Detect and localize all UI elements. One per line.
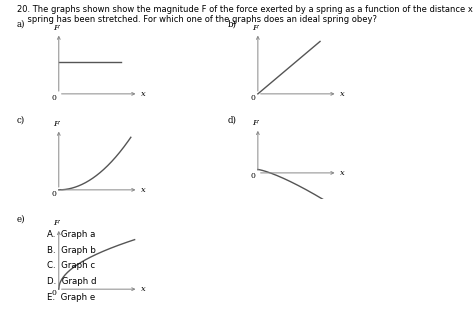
- Text: F: F: [53, 24, 59, 32]
- Text: e): e): [17, 215, 25, 224]
- Text: A.  Graph a: A. Graph a: [47, 230, 96, 239]
- Text: 0: 0: [51, 289, 56, 297]
- Text: x: x: [340, 169, 345, 177]
- Text: 20. The graphs shown show the magnitude F of the force exerted by a spring as a : 20. The graphs shown show the magnitude …: [17, 5, 474, 14]
- Text: d): d): [228, 116, 237, 124]
- Text: B.  Graph b: B. Graph b: [47, 246, 96, 255]
- Text: x: x: [340, 90, 345, 98]
- Text: F: F: [252, 24, 258, 32]
- Text: 0: 0: [51, 190, 56, 198]
- Text: F: F: [53, 219, 59, 227]
- Text: C.  Graph c: C. Graph c: [47, 261, 96, 270]
- Text: 0: 0: [250, 94, 255, 102]
- Text: b): b): [228, 20, 237, 28]
- Text: x: x: [141, 285, 146, 293]
- Text: D.  Graph d: D. Graph d: [47, 277, 97, 286]
- Text: 0: 0: [51, 94, 56, 102]
- Text: E.  Graph e: E. Graph e: [47, 293, 96, 302]
- Text: F: F: [252, 119, 258, 127]
- Text: c): c): [17, 116, 25, 124]
- Text: 0: 0: [250, 172, 255, 180]
- Text: x: x: [141, 90, 146, 98]
- Text: spring has been stretched. For which one of the graphs does an ideal spring obey: spring has been stretched. For which one…: [17, 15, 376, 24]
- Text: a): a): [17, 20, 25, 28]
- Text: F: F: [53, 120, 59, 128]
- Text: x: x: [141, 186, 146, 194]
